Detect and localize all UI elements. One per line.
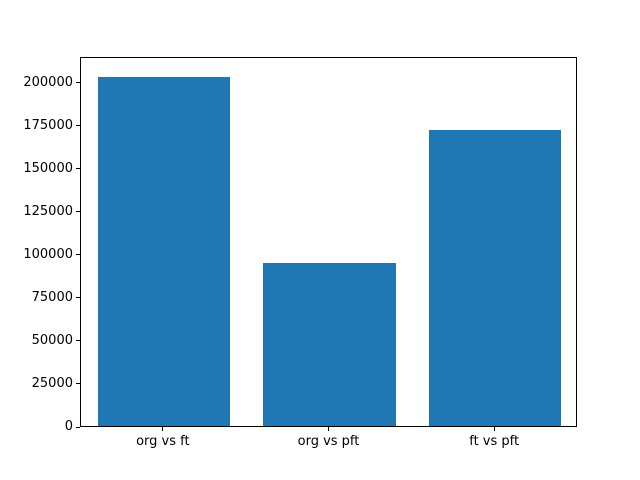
y-tick-label: 50000 [31, 332, 73, 348]
y-tick-label: 75000 [31, 289, 73, 305]
x-tick-mark [162, 427, 164, 431]
y-tick-label: 150000 [23, 160, 73, 176]
y-tick-mark [76, 168, 80, 170]
x-tick-label: org vs pft [297, 434, 360, 449]
y-tick-label: 200000 [23, 74, 73, 90]
y-tick-mark [76, 340, 80, 342]
y-tick-label: 175000 [23, 117, 73, 133]
x-tick-mark [328, 427, 329, 431]
y-tick-mark [76, 426, 80, 428]
y-tick-label: 25000 [31, 375, 73, 391]
x-tick-label: org vs ft [136, 434, 190, 449]
y-tick-label: 125000 [23, 203, 73, 219]
y-tick-label: 0 [64, 419, 73, 434]
axes [80, 57, 577, 427]
bar-org-vs-ft [97, 76, 231, 426]
bar-org-vs-pft [263, 263, 396, 426]
bar-ft-vs-pft [428, 129, 562, 426]
x-tick-label: ft vs pft [469, 434, 520, 449]
y-tick-mark [76, 297, 80, 299]
y-tick-mark [76, 383, 80, 385]
y-tick-mark [76, 254, 80, 256]
y-tick-label: 100000 [23, 246, 73, 262]
x-tick-mark [493, 427, 495, 431]
y-tick-mark [76, 125, 80, 127]
y-tick-mark [76, 82, 80, 84]
y-tick-mark [76, 211, 80, 213]
